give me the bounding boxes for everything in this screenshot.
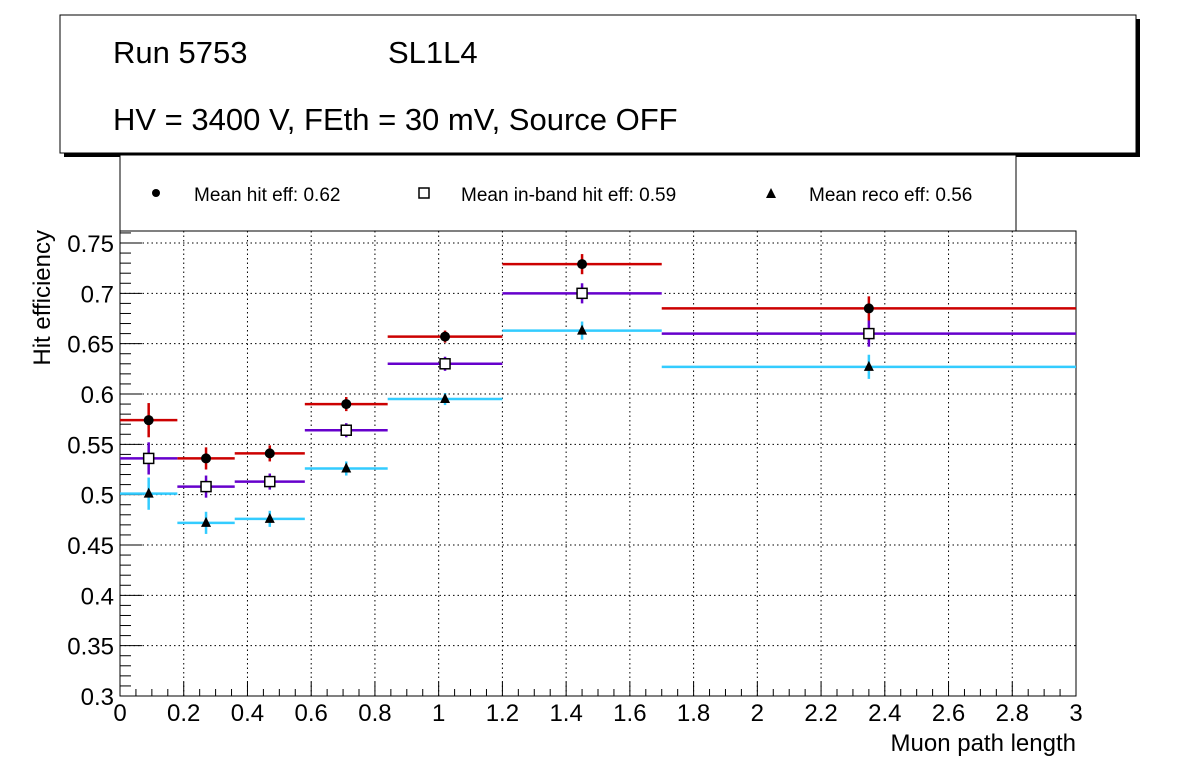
y-tick-label: 0.35 xyxy=(67,634,114,661)
plot-frame xyxy=(119,230,1077,697)
x-tick-label: 0.4 xyxy=(231,700,264,727)
data-point-triangle xyxy=(440,393,451,404)
y-tick-label: 0.7 xyxy=(81,281,114,308)
data-point-square xyxy=(576,287,588,300)
x-tick-label: 2.6 xyxy=(932,700,965,727)
x-tick-label: 2.2 xyxy=(804,700,837,727)
data-point-circle xyxy=(201,453,212,464)
legend: Mean hit eff: 0.62 Mean in-band hit eff:… xyxy=(119,154,1017,232)
data-point-square xyxy=(264,475,276,488)
data-point-square xyxy=(142,452,155,465)
y-axis-label: Hit efficiency xyxy=(29,230,56,366)
data-point-triangle xyxy=(577,324,588,335)
y-tick-label: 0.55 xyxy=(67,432,114,459)
y-tick-label: 0.4 xyxy=(81,583,114,610)
x-tick-label: 2 xyxy=(751,700,764,727)
data-marks xyxy=(120,254,1076,534)
data-point-triangle xyxy=(201,516,212,527)
x-tick-label: 1.4 xyxy=(549,700,582,727)
data-point-circle xyxy=(440,331,451,342)
legend-triangle-marker xyxy=(766,188,776,198)
x-tick-label: 1.6 xyxy=(613,700,646,727)
x-tick-label: 3 xyxy=(1069,700,1082,727)
data-point-square xyxy=(200,480,212,493)
y-tick-label: 0.3 xyxy=(81,684,114,711)
x-tick-label: 0.6 xyxy=(295,700,328,727)
data-point-square xyxy=(340,424,353,436)
x-tick-label: 1 xyxy=(432,700,445,727)
data-point-circle xyxy=(143,415,154,426)
data-point-square xyxy=(863,327,875,340)
y-tick-label: 0.65 xyxy=(67,332,114,359)
title-box: Run 5753 SL1L4 HV = 3400 V, FEth = 30 mV… xyxy=(59,14,1140,157)
layer-label: SL1L4 xyxy=(388,35,478,70)
x-tick-label: 0.2 xyxy=(167,700,200,727)
y-tick-label: 0.6 xyxy=(81,382,114,409)
legend-entry-inband: Mean in-band hit eff: 0.59 xyxy=(461,185,676,206)
grid xyxy=(120,231,1076,696)
x-tick-label: 0 xyxy=(113,700,126,727)
data-point-circle xyxy=(863,303,874,314)
data-point-circle xyxy=(577,259,588,270)
x-tick-label: 0.8 xyxy=(358,700,391,727)
legend-entry-hit: Mean hit eff: 0.62 xyxy=(194,185,340,206)
y-tick-label: 0.75 xyxy=(67,231,114,258)
data-point-triangle xyxy=(341,462,352,473)
data-point-circle xyxy=(341,399,352,410)
y-tick-label: 0.5 xyxy=(81,483,114,510)
data-point-triangle xyxy=(143,487,154,498)
data-point-triangle xyxy=(264,512,275,523)
x-tick-label: 2.4 xyxy=(868,700,901,727)
data-point-triangle xyxy=(863,360,874,371)
legend-entry-reco: Mean reco eff: 0.56 xyxy=(809,185,972,206)
data-point-circle xyxy=(264,448,275,459)
conditions-label: HV = 3400 V, FEth = 30 mV, Source OFF xyxy=(113,102,678,137)
x-tick-label: 2.8 xyxy=(996,700,1029,727)
run-label: Run 5753 xyxy=(113,35,247,70)
legend-square-marker xyxy=(418,187,430,199)
x-axis-label: Muon path length xyxy=(891,730,1076,757)
x-tick-label: 1.2 xyxy=(486,700,519,727)
y-tick-label: 0.45 xyxy=(67,533,114,560)
data-point-square xyxy=(439,358,451,370)
axes: 0 0.2 0.4 0.6 0.8 1 1.2 1.4 1.6 1.8 2 2.2 2.4 2.6 2.8 3… xyxy=(67,230,1083,727)
legend-circle-marker xyxy=(152,189,160,197)
x-tick-label: 1.8 xyxy=(677,700,710,727)
